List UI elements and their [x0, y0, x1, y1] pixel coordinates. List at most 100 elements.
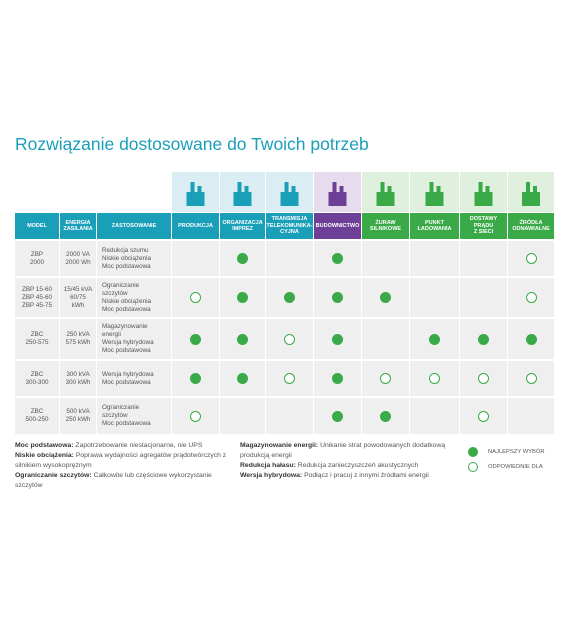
use-cell: Ograniczanie szczytów Moc podstawowa — [97, 398, 171, 434]
use-text: Wersja hybrydowa — [102, 339, 154, 346]
header-text: ŹRÓDŁA — [519, 219, 543, 226]
energy-text: 2000 Wh — [65, 258, 91, 266]
header-text: ZASILANIA — [63, 226, 93, 232]
model-cell: ZBP 2000 — [15, 241, 59, 276]
rating-dot — [332, 373, 343, 384]
rating-dot — [478, 333, 489, 345]
model-text: ZBC — [30, 408, 44, 415]
header-text: TELEKOMUNIKA- — [266, 222, 313, 229]
model-text: ZBP — [30, 250, 44, 258]
icon — [328, 182, 347, 206]
note-text: Redukcja zanieczyszczeń akustycznych — [297, 462, 419, 469]
model-text: ZBC — [30, 370, 44, 378]
header-cell: ŹRÓDŁA ODNAWIALNE — [508, 213, 554, 239]
rating-dot — [237, 292, 248, 303]
rating-cell — [508, 241, 554, 276]
use-text: energii — [102, 331, 121, 338]
header-text: ŻURAW — [375, 219, 396, 226]
rating-cell — [508, 278, 554, 317]
header-text: ODNAWIALNE — [512, 226, 550, 232]
header-text: ŁADOWANIA — [417, 226, 452, 232]
notes-left: Moc podstawowa: Zapotrzebowanie niestacj… — [15, 441, 230, 491]
rating-cell — [266, 278, 313, 317]
note: Ograniczanie szczytów: Całkowite lub czę… — [15, 471, 230, 491]
header-text: PRODUKCJA — [178, 222, 213, 229]
header-text: SILNIKOWE — [369, 226, 402, 232]
model-text: ZBC — [30, 331, 44, 338]
rating-dot — [429, 373, 440, 384]
rating-cell — [362, 278, 409, 317]
header-text: Z SIECI — [473, 229, 494, 236]
icon-cell — [362, 172, 409, 212]
legend-label: ODPOWIEDNIE DLA — [488, 464, 543, 470]
icon-cell — [172, 172, 219, 212]
header-text: PUNKT — [425, 219, 444, 226]
energy-text: kWh — [71, 301, 85, 309]
note-term: Niskie obciążenia: — [15, 452, 74, 459]
rating-cell — [220, 361, 265, 396]
rating-cell — [172, 319, 219, 359]
use-text: Moc podstawowa — [102, 305, 151, 313]
rating-cell — [172, 241, 219, 276]
model-cell: ZBC 250-575 — [15, 319, 59, 359]
use-text: Redukcja szumu — [102, 246, 149, 254]
rating-dot — [284, 373, 295, 384]
use-text: Ograniczanie — [102, 404, 140, 411]
rating-dot — [237, 373, 248, 384]
use-text: Moc podstawowa — [102, 378, 151, 386]
energy-cell: 2000 VA 2000 Wh — [60, 241, 96, 276]
use-cell: Redukcja szumu Niskie obciążenia Moc podst… — [97, 241, 171, 276]
header-text: ZASTOSOWANIE — [111, 222, 157, 229]
icon — [474, 182, 493, 206]
rating-cell — [410, 278, 459, 317]
energy-cell: 300 kVA 300 kWh — [60, 361, 96, 396]
header-text: IMPREZ — [232, 226, 253, 232]
note: Niskie obciążenia: Poprawa wydajności ag… — [15, 451, 230, 471]
use-cell: Wersja hybrydowa Moc podstawowa — [97, 361, 171, 396]
rating-dot — [190, 333, 201, 345]
rating-dot — [525, 373, 537, 384]
rating-cell — [410, 319, 459, 359]
rating-cell — [172, 278, 219, 317]
energy-text: 2000 VA — [66, 250, 90, 258]
rating-dot — [284, 292, 295, 303]
rating-cell — [220, 398, 265, 434]
rating-cell — [508, 398, 554, 434]
rating-cell — [314, 398, 361, 434]
rating-cell — [266, 398, 313, 434]
note: Magazynowanie energii: Unikanie strat po… — [240, 441, 455, 461]
note-term: Magazynowanie energii: — [240, 442, 319, 449]
rating-dot — [478, 373, 489, 384]
header-text: ORGANIZACJA — [222, 219, 263, 226]
header-cell: ZASTOSOWANIE — [97, 213, 171, 239]
note-term: Redukcja hałasu: — [240, 462, 296, 469]
rating-dot — [190, 292, 201, 303]
note-term: Wersja hybrydowa: — [240, 472, 303, 479]
use-text: szczytów — [102, 412, 128, 419]
rating-dot — [380, 292, 391, 303]
header-cell: MODEL — [15, 213, 59, 239]
energy-text: 60/75 — [70, 293, 86, 301]
note-text: Całkowite lub częściowe wykorzystanie sz… — [15, 472, 212, 489]
rating-cell — [410, 398, 459, 434]
rating-cell — [460, 398, 507, 434]
icon-cell — [410, 172, 459, 212]
energy-text: 250 kVA — [66, 331, 90, 338]
header-cell: TRANSMISJA TELEKOMUNIKA- CYJNA — [266, 213, 313, 239]
energy-text: 15/45 kVA — [63, 285, 93, 293]
rating-cell — [266, 241, 313, 276]
energy-cell: 250 kVA 575 kWh — [60, 319, 96, 359]
model-text: 250-575 — [25, 339, 49, 346]
rating-dot — [237, 253, 248, 264]
rating-dot — [525, 292, 537, 303]
use-text: Moc podstawowa — [102, 347, 151, 354]
model-cell: ZBC 500-250 — [15, 398, 59, 434]
use-text: Niskie obciążenia — [102, 297, 152, 305]
header-cell: DOSTAWY PRĄDU Z SIECI — [460, 213, 507, 239]
rating-cell — [220, 241, 265, 276]
rating-dot — [190, 410, 201, 422]
rating-dot — [332, 410, 343, 422]
use-text: Wersja hybrydowa — [102, 370, 154, 378]
use-text: Moc podstawowa — [102, 262, 151, 270]
rating-dot — [332, 292, 343, 303]
